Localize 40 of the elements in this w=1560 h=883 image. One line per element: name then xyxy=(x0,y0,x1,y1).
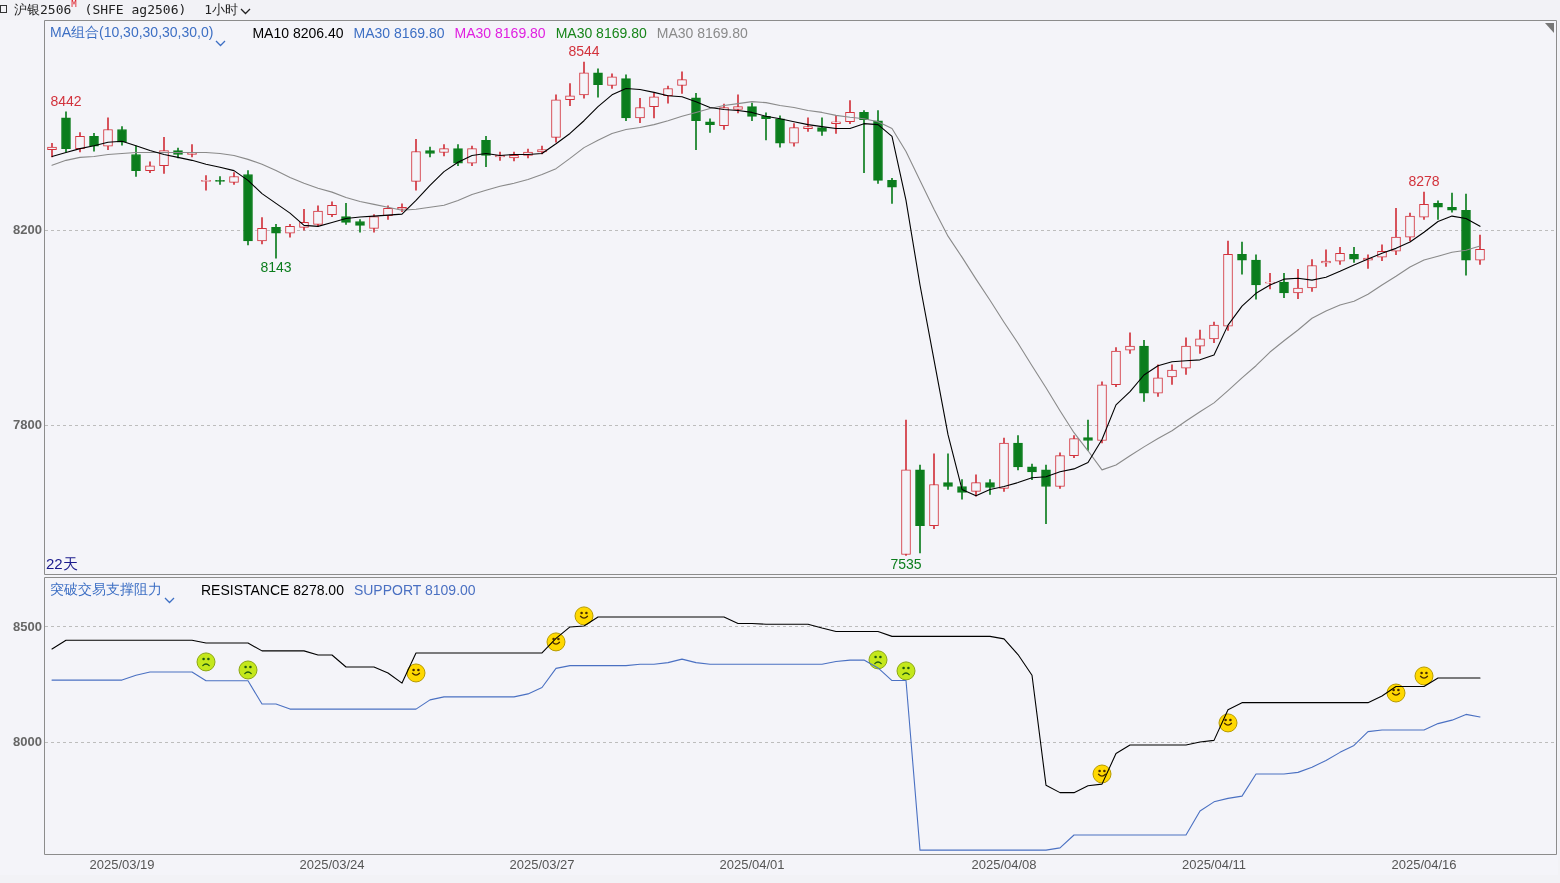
candlestick xyxy=(1447,192,1457,213)
candlestick xyxy=(1237,241,1247,275)
annotation: 22天 xyxy=(46,555,78,572)
candlestick xyxy=(859,110,869,173)
annotation: 8442 xyxy=(50,92,82,109)
x-tick-label: 2025/04/16 xyxy=(1391,857,1457,873)
x-tick-label: 2025/04/08 xyxy=(971,857,1037,873)
x-tick-label: 2025/03/19 xyxy=(89,857,155,873)
annotation: 7535 xyxy=(890,556,922,573)
x-tick-label: 2025/04/01 xyxy=(719,857,785,873)
y-tick-label: 7800 xyxy=(13,417,42,433)
legend-title: 突破交易支撑阻力 xyxy=(50,581,162,597)
text: MA10 8206.40 xyxy=(252,25,344,41)
legend-title: MA组合(10,30,30,30,30,0) xyxy=(50,24,214,40)
legend-label: MA30 8169.80 xyxy=(454,25,546,41)
candlestick xyxy=(187,144,197,158)
candlestick xyxy=(705,118,715,133)
candlestick xyxy=(803,117,813,132)
legend-label: MA30 8169.80 xyxy=(555,25,647,41)
candlestick xyxy=(271,224,281,259)
legend-label: MA30 8169.80 xyxy=(353,25,445,41)
candlestick xyxy=(831,115,841,134)
text: SUPPORT 8109.00 xyxy=(353,582,476,598)
candlestick xyxy=(943,453,953,490)
annotation: 8143 xyxy=(260,259,292,275)
chart-subtitle: 1小时 xyxy=(204,2,239,17)
y-tick-label: 8000 xyxy=(13,733,42,749)
y-tick-label: 8200 xyxy=(13,221,42,237)
candlestick xyxy=(565,83,575,106)
candlestick xyxy=(1083,419,1093,451)
text: MA30 8169.80 xyxy=(656,25,748,41)
chart-title: 沪银2506$^{M}$ (SHFE ag2506) xyxy=(14,0,187,19)
x-tick-label: 2025/03/27 xyxy=(509,857,575,873)
annotation: 8278 xyxy=(1408,172,1440,189)
x-tick-label: 2025/04/11 xyxy=(1181,857,1247,873)
candlestick xyxy=(1265,272,1275,290)
text: RESISTANCE 8278.00 xyxy=(201,582,344,598)
y-tick-label: 8500 xyxy=(13,618,42,634)
annotation: 8544 xyxy=(568,42,600,59)
x-tick-label: 2025/03/24 xyxy=(299,857,365,873)
